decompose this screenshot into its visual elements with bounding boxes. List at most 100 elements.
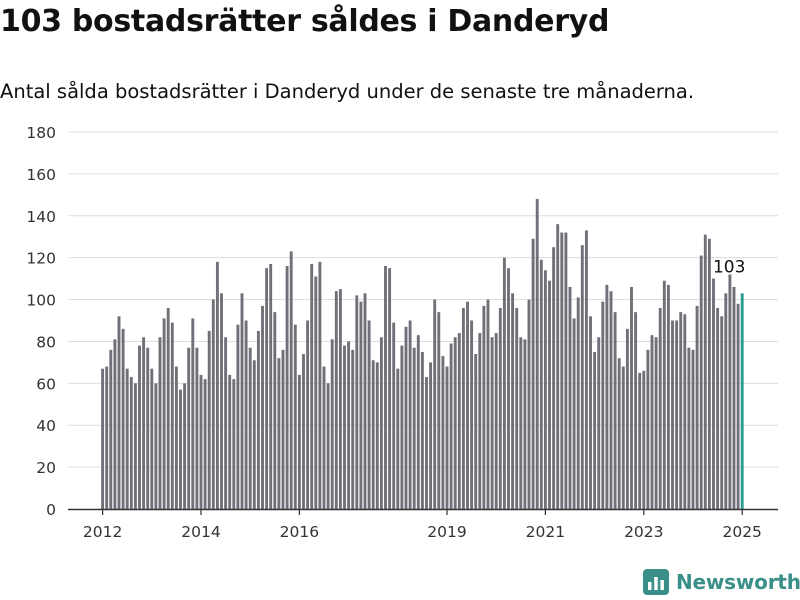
bar — [154, 383, 158, 509]
bar — [560, 232, 564, 510]
bar — [207, 330, 211, 509]
bar — [429, 362, 433, 509]
bar — [338, 289, 342, 509]
bar — [642, 370, 646, 509]
bar-chart-logo-icon — [643, 569, 669, 595]
bar — [535, 199, 539, 509]
bar — [297, 374, 301, 509]
bar — [728, 274, 732, 509]
bar — [285, 266, 289, 509]
bar — [580, 245, 584, 509]
bar — [683, 314, 687, 509]
bar — [597, 337, 601, 509]
bar — [531, 238, 535, 510]
bar — [658, 307, 662, 509]
bar — [363, 293, 367, 509]
bar — [293, 324, 297, 509]
bar — [679, 312, 683, 509]
bar — [621, 366, 625, 509]
highlight-value-label: 103 — [713, 257, 745, 277]
bar — [310, 263, 314, 509]
x-tick-label: 2016 — [280, 523, 319, 541]
bar — [211, 299, 215, 509]
bar — [736, 303, 740, 509]
bar — [244, 320, 248, 509]
bars — [101, 199, 744, 510]
bar — [543, 270, 547, 509]
bar — [375, 362, 379, 509]
bar — [129, 377, 133, 509]
bar — [601, 301, 605, 509]
bar — [248, 347, 252, 509]
bar — [433, 299, 437, 509]
bar — [732, 286, 736, 509]
bar — [482, 305, 486, 509]
bar — [634, 312, 638, 509]
bar — [199, 374, 203, 509]
bar — [322, 366, 326, 509]
bar-highlight — [740, 293, 744, 509]
bar — [183, 383, 187, 509]
bar — [142, 337, 146, 509]
y-tick-label: 60 — [36, 375, 56, 393]
bar — [572, 318, 576, 509]
bar — [174, 366, 178, 509]
bar — [527, 299, 531, 509]
bar — [334, 291, 338, 509]
bar — [461, 307, 465, 509]
bar — [150, 368, 154, 509]
x-tick-label: 2021 — [526, 523, 565, 541]
bar — [105, 366, 109, 509]
bar — [507, 268, 510, 509]
bar — [306, 320, 310, 509]
y-tick-label: 20 — [36, 459, 56, 477]
bar — [564, 232, 568, 510]
bar — [404, 326, 408, 509]
bar — [576, 297, 580, 509]
bar — [224, 337, 228, 509]
bar — [712, 278, 715, 509]
bar — [695, 305, 699, 509]
bar — [117, 316, 121, 509]
bar — [359, 301, 363, 509]
bar — [605, 284, 609, 509]
bar — [593, 351, 597, 509]
bar — [420, 351, 424, 509]
bar — [548, 280, 551, 509]
bar — [474, 354, 478, 509]
bar — [539, 259, 543, 509]
bar — [158, 337, 162, 509]
bar — [343, 345, 346, 509]
bar — [220, 293, 223, 509]
bar — [318, 261, 322, 509]
bar — [511, 293, 515, 509]
bar — [589, 316, 592, 509]
bar — [707, 238, 711, 510]
bar — [584, 230, 588, 509]
x-tick-label: 2012 — [83, 523, 122, 541]
bar — [699, 255, 703, 509]
bar — [367, 320, 371, 509]
x-tick-label: 2019 — [427, 523, 466, 541]
bar — [388, 268, 392, 509]
x-axis-ticks: 2012 2014 2016 2019 2021 2023 2025 — [83, 509, 762, 541]
bar — [326, 383, 330, 509]
bar — [330, 339, 334, 509]
bar — [384, 266, 387, 509]
bar — [392, 322, 396, 509]
bar — [408, 320, 412, 509]
bar — [470, 320, 474, 509]
y-tick-label: 40 — [36, 417, 56, 435]
y-tick-label: 160 — [26, 166, 56, 184]
y-tick-label: 100 — [26, 292, 56, 310]
bar — [638, 372, 642, 509]
bar — [671, 320, 674, 509]
bar — [654, 337, 658, 509]
x-tick-label: 2014 — [181, 523, 220, 541]
bar — [121, 328, 125, 509]
bar — [240, 293, 244, 509]
bar — [252, 360, 256, 509]
bar — [425, 377, 428, 509]
bar — [445, 366, 449, 509]
